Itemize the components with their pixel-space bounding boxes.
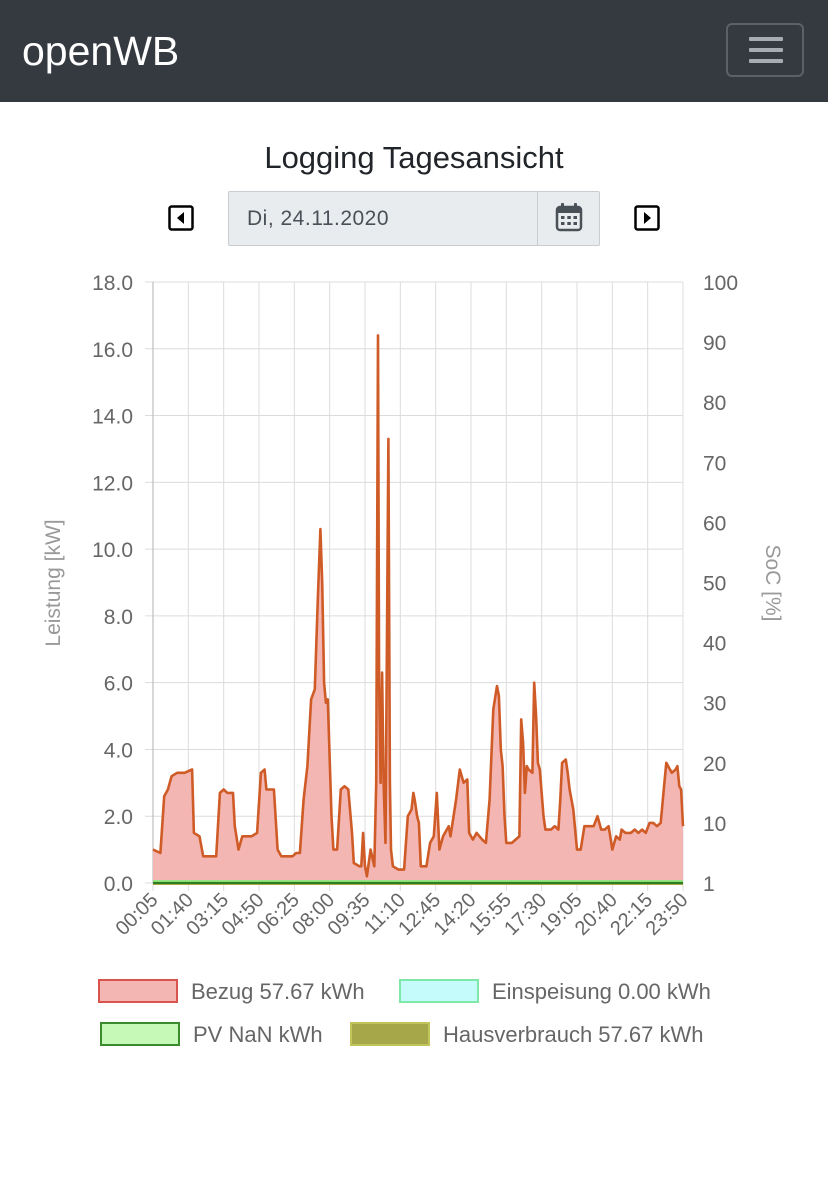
navbar: openWB [0, 0, 828, 102]
legend-label: Hausverbrauch 57.67 kWh [443, 1022, 704, 1047]
legend-swatch-bezug [98, 979, 178, 1003]
calendar-button[interactable] [537, 192, 600, 245]
y-tick-left-label: 16.0 [92, 339, 133, 362]
y-tick-right-label: 80 [703, 392, 726, 415]
y-tick-right-label: 10 [703, 813, 726, 836]
calendar-icon [555, 203, 583, 232]
y-tick-right-label: 90 [703, 332, 726, 355]
y-tick-left-label: 6.0 [104, 673, 133, 696]
y-tick-left-label: 0.0 [104, 873, 133, 896]
date-input[interactable]: Di, 24.11.2020 [247, 207, 390, 230]
y-tick-right-label: 60 [703, 512, 726, 535]
y-tick-left-label: 8.0 [104, 606, 133, 629]
y-tick-right-label: 1 [703, 873, 715, 896]
y-tick-left-label: 4.0 [104, 739, 133, 762]
y-tick-left-label: 10.0 [92, 539, 133, 562]
series-bezug-line [152, 334, 685, 878]
caret-left-square-icon [168, 205, 194, 231]
prev-day-button[interactable] [168, 205, 194, 231]
legend-swatch-pv [100, 1022, 180, 1046]
y-tick-right-label: 30 [703, 693, 726, 716]
legend-swatch-hausverbrauch [350, 1022, 430, 1046]
y-tick-left-label: 2.0 [104, 806, 133, 829]
y-tick-right-label: 70 [703, 452, 726, 475]
power-chart: 0.0 2.0 4.0 6.0 8.0 10.0 12.0 14.0 16.0 18.0 1 10 2… [42, 272, 784, 940]
brand-logo[interactable]: openWB [22, 28, 180, 74]
y-axis-right-label: SoC [%] [761, 544, 784, 621]
y-tick-right-label: 50 [703, 573, 726, 596]
y-axis-right: 1 10 20 30 40 50 60 70 80 90 100 [703, 272, 738, 896]
y-tick-right-label: 100 [703, 272, 738, 295]
legend-label: Einspeisung 0.00 kWh [492, 979, 711, 1004]
legend-label: PV NaN kWh [193, 1022, 323, 1047]
y-axis-left: 0.0 2.0 4.0 6.0 8.0 10.0 12.0 14.0 16.0 18.0 [92, 272, 133, 896]
date-picker[interactable]: Di, 24.11.2020 [228, 191, 600, 246]
y-tick-left-label: 12.0 [92, 472, 133, 495]
y-tick-right-label: 20 [703, 753, 726, 776]
legend-swatch-einspeisung [399, 979, 479, 1003]
x-axis: 00:0501:4003:1504:5006:2508:0009:3511:10… [112, 889, 693, 940]
y-tick-left-label: 14.0 [92, 406, 133, 429]
legend-label: Bezug 57.67 kWh [191, 979, 365, 1004]
menu-toggle-button[interactable] [726, 23, 804, 77]
y-axis-left-label: Leistung [kW] [42, 519, 65, 646]
y-tick-left-label: 18.0 [92, 272, 133, 295]
caret-right-square-icon [634, 205, 660, 231]
y-tick-right-label: 40 [703, 633, 726, 656]
next-day-button[interactable] [634, 205, 660, 231]
page-title: Logging Tagesansicht [264, 140, 564, 175]
chart-series [152, 334, 685, 885]
